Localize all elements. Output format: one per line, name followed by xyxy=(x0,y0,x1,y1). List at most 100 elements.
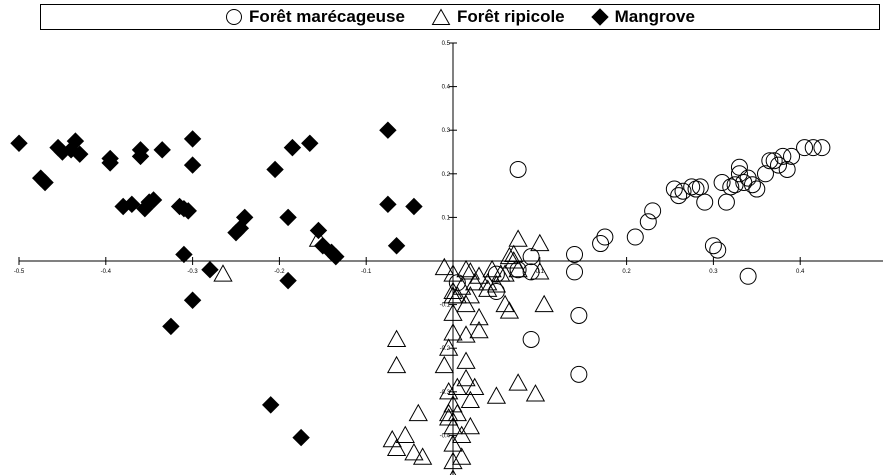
data-point-diamond xyxy=(162,317,180,336)
x-tick-label: -0.2 xyxy=(274,269,285,275)
legend-item-foret-marecageuse: Forêt marécageuse xyxy=(225,7,405,27)
data-point-triangle xyxy=(499,246,520,265)
y-tick-label: 0.5 xyxy=(442,41,451,47)
data-point-triangle xyxy=(439,338,459,356)
data-point-diamond xyxy=(279,208,297,227)
legend: Forêt marécageuse Forêt ripicole Mangrov… xyxy=(40,4,880,30)
y-tick-label: -0.4 xyxy=(440,433,451,439)
data-point-circle xyxy=(509,160,527,178)
data-point-circle xyxy=(644,202,662,220)
data-point-circle xyxy=(596,228,614,246)
data-point-triangle xyxy=(386,329,407,348)
data-point-circle xyxy=(592,235,610,253)
data-point-triangle xyxy=(460,390,481,409)
data-point-diamond xyxy=(153,141,171,159)
data-point-triangle xyxy=(443,281,463,300)
x-tick-label: 0.3 xyxy=(709,269,718,275)
y-tick-label: 0.1 xyxy=(442,215,451,221)
data-point-diamond xyxy=(183,156,202,174)
data-point-diamond xyxy=(144,191,163,209)
data-point-diamond xyxy=(266,160,284,179)
data-point-triangle xyxy=(482,259,502,278)
data-point-circle xyxy=(739,267,757,285)
data-point-circle xyxy=(783,147,801,165)
data-point-diamond xyxy=(301,134,319,152)
data-point-triangle xyxy=(434,355,454,374)
legend-item-foret-ripicole: Forêt ripicole xyxy=(431,7,565,27)
data-point-diamond xyxy=(123,195,141,214)
data-point-triangle xyxy=(439,381,459,400)
data-point-diamond xyxy=(179,202,197,220)
data-point-triangle xyxy=(395,425,415,443)
data-point-circle xyxy=(670,187,688,205)
data-point-triangle xyxy=(447,377,467,395)
data-point-circle xyxy=(713,174,731,192)
filled-diamond-icon xyxy=(590,8,609,26)
data-point-diamond xyxy=(292,428,310,447)
data-point-triangle xyxy=(452,425,472,443)
data-point-triangle xyxy=(452,277,472,295)
data-points xyxy=(10,121,831,475)
data-point-diamond xyxy=(10,134,28,152)
data-point-circle xyxy=(687,180,705,198)
data-point-triangle xyxy=(504,244,524,262)
data-point-triangle xyxy=(456,294,476,313)
data-point-triangle xyxy=(508,229,528,247)
x-tick-label: -0.4 xyxy=(101,269,112,275)
data-point-triangle xyxy=(386,355,407,374)
data-point-triangle xyxy=(434,257,454,276)
data-point-triangle xyxy=(499,301,520,319)
legend-label: Forêt marécageuse xyxy=(249,7,405,26)
data-point-circle xyxy=(522,263,540,281)
data-point-triangle xyxy=(460,262,481,280)
data-point-circle xyxy=(709,241,727,259)
data-point-triangle xyxy=(443,416,463,435)
data-point-triangle xyxy=(508,373,528,391)
data-point-triangle xyxy=(404,443,424,461)
data-point-triangle xyxy=(443,434,463,452)
data-point-diamond xyxy=(235,208,254,227)
data-point-triangle xyxy=(456,351,476,369)
y-tick-label: 0.3 xyxy=(442,128,451,134)
y-tick-label: -0.2 xyxy=(440,346,451,352)
data-point-circle xyxy=(813,139,831,157)
data-point-triangle xyxy=(460,286,481,304)
data-point-triangle xyxy=(530,233,550,252)
data-point-circle xyxy=(639,213,657,231)
data-point-triangle xyxy=(465,272,485,291)
data-point-triangle xyxy=(465,377,485,395)
data-point-circle xyxy=(774,147,792,165)
data-point-triangle xyxy=(443,323,463,341)
x-tick-label: -0.3 xyxy=(187,269,198,275)
data-point-circle xyxy=(761,152,779,170)
open-triangle-icon xyxy=(431,8,451,25)
data-point-triangle xyxy=(443,264,463,282)
y-tick-label: 0.4 xyxy=(442,85,451,91)
data-point-diamond xyxy=(379,195,397,214)
data-point-circle xyxy=(487,265,505,283)
data-point-triangle xyxy=(486,386,507,404)
data-point-circle xyxy=(683,178,701,196)
data-point-triangle xyxy=(213,264,233,282)
data-point-triangle xyxy=(469,307,489,326)
data-point-triangle xyxy=(447,286,467,304)
data-point-diamond xyxy=(283,138,302,157)
data-point-diamond xyxy=(327,247,345,266)
data-point-diamond xyxy=(101,154,119,172)
data-point-diamond xyxy=(36,173,54,192)
data-point-triangle xyxy=(439,408,459,426)
data-point-triangle xyxy=(460,416,481,435)
data-point-triangle xyxy=(508,259,528,278)
data-point-circle xyxy=(522,330,540,348)
data-point-circle xyxy=(696,193,714,211)
data-point-circle xyxy=(765,152,783,170)
data-point-circle xyxy=(748,180,766,198)
x-tick-label: -0.1 xyxy=(361,269,372,275)
data-point-triangle xyxy=(449,469,457,475)
data-point-triangle xyxy=(443,451,463,470)
data-point-circle xyxy=(665,180,683,198)
data-point-circle xyxy=(804,139,822,157)
data-point-triangle xyxy=(447,403,467,422)
data-point-triangle xyxy=(469,320,489,339)
